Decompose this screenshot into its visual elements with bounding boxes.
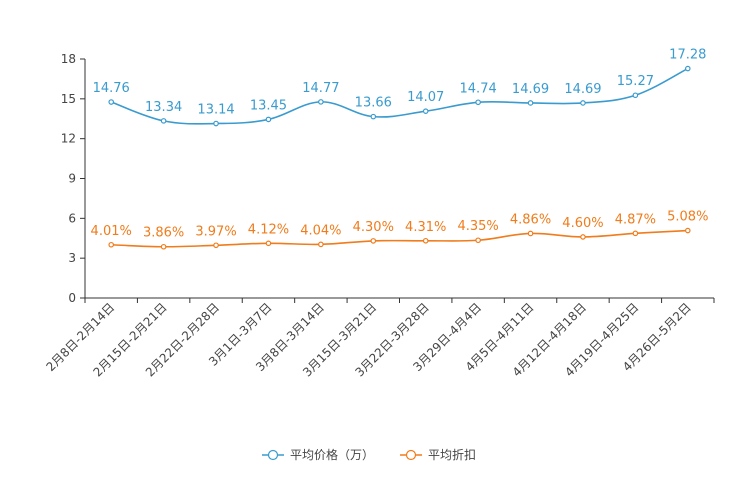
data-point bbox=[580, 234, 586, 240]
series-layer: 14.76 13.34 13.14 13.45 14.77 13.66 14.07 14.74… bbox=[91, 48, 708, 250]
data-label: 4.35% bbox=[457, 219, 498, 234]
legend-item-2: 平均折扣 bbox=[400, 447, 476, 462]
y-tick-label: 3 bbox=[68, 251, 76, 265]
legend-swatch-marker bbox=[267, 449, 279, 461]
legend-swatch-marker bbox=[405, 449, 417, 461]
y-tick-label: 0 bbox=[68, 291, 76, 305]
data-label: 13.45 bbox=[250, 98, 287, 113]
data-point bbox=[632, 92, 639, 99]
y-tick-label: 12 bbox=[61, 132, 76, 146]
data-label: 4.60% bbox=[562, 216, 603, 231]
data-label: 4.30% bbox=[353, 220, 394, 235]
data-label: 4.31% bbox=[405, 220, 446, 235]
data-label: 14.69 bbox=[512, 82, 549, 97]
data-point bbox=[422, 237, 429, 244]
data-label: 4.86% bbox=[510, 212, 551, 227]
series-2: 4.01% 3.86% 3.97% 4.12% 4.04% 4.30% 4.31% 4.35%… bbox=[91, 210, 708, 250]
data-point bbox=[370, 113, 377, 120]
data-point bbox=[475, 237, 481, 244]
data-point bbox=[213, 120, 219, 127]
data-label: 13.66 bbox=[355, 96, 392, 111]
series-1: 14.76 13.34 13.14 13.45 14.77 13.66 14.07 14.74… bbox=[93, 48, 706, 127]
data-point bbox=[108, 241, 115, 248]
data-label: 4.12% bbox=[248, 222, 289, 237]
data-point bbox=[265, 240, 272, 247]
data-point bbox=[684, 65, 691, 72]
data-label: 14.74 bbox=[460, 81, 497, 96]
data-label: 13.14 bbox=[197, 103, 234, 118]
legend: 平均价格（万） 平均折扣 bbox=[262, 447, 476, 462]
y-tick-label: 18 bbox=[61, 52, 76, 66]
data-point bbox=[684, 227, 691, 234]
data-label: 15.27 bbox=[617, 74, 654, 89]
legend-label: 平均价格（万） bbox=[290, 447, 374, 462]
legend-label: 平均折扣 bbox=[428, 447, 476, 462]
data-point bbox=[370, 238, 377, 244]
data-point bbox=[580, 100, 586, 106]
data-point bbox=[318, 241, 324, 248]
data-label: 17.28 bbox=[669, 48, 706, 63]
data-label: 4.04% bbox=[300, 223, 341, 238]
legend-item-1: 平均价格（万） bbox=[262, 447, 374, 462]
data-point bbox=[160, 243, 167, 250]
y-tick-label: 6 bbox=[68, 211, 76, 225]
data-point bbox=[527, 230, 534, 237]
data-label: 14.07 bbox=[407, 90, 444, 105]
data-point bbox=[160, 118, 167, 124]
data-point bbox=[213, 242, 219, 249]
data-point bbox=[475, 99, 481, 106]
data-label: 13.34 bbox=[145, 100, 182, 115]
series-line bbox=[111, 229, 688, 248]
y-tick-label: 9 bbox=[68, 172, 76, 186]
data-point bbox=[632, 230, 639, 237]
y-tick-label: 15 bbox=[61, 92, 76, 106]
data-point bbox=[527, 100, 534, 106]
series-line bbox=[110, 67, 689, 125]
data-label: 4.01% bbox=[91, 224, 132, 239]
data-label: 14.76 bbox=[93, 81, 130, 96]
data-point bbox=[265, 116, 272, 123]
data-point bbox=[318, 99, 324, 105]
data-label: 3.97% bbox=[195, 224, 236, 239]
data-point bbox=[422, 108, 429, 114]
data-point bbox=[108, 99, 115, 105]
data-label: 5.08% bbox=[667, 210, 708, 225]
data-label: 14.69 bbox=[564, 82, 601, 97]
data-label: 3.86% bbox=[143, 226, 184, 241]
data-label: 4.87% bbox=[615, 212, 656, 227]
data-label: 14.77 bbox=[302, 81, 339, 96]
